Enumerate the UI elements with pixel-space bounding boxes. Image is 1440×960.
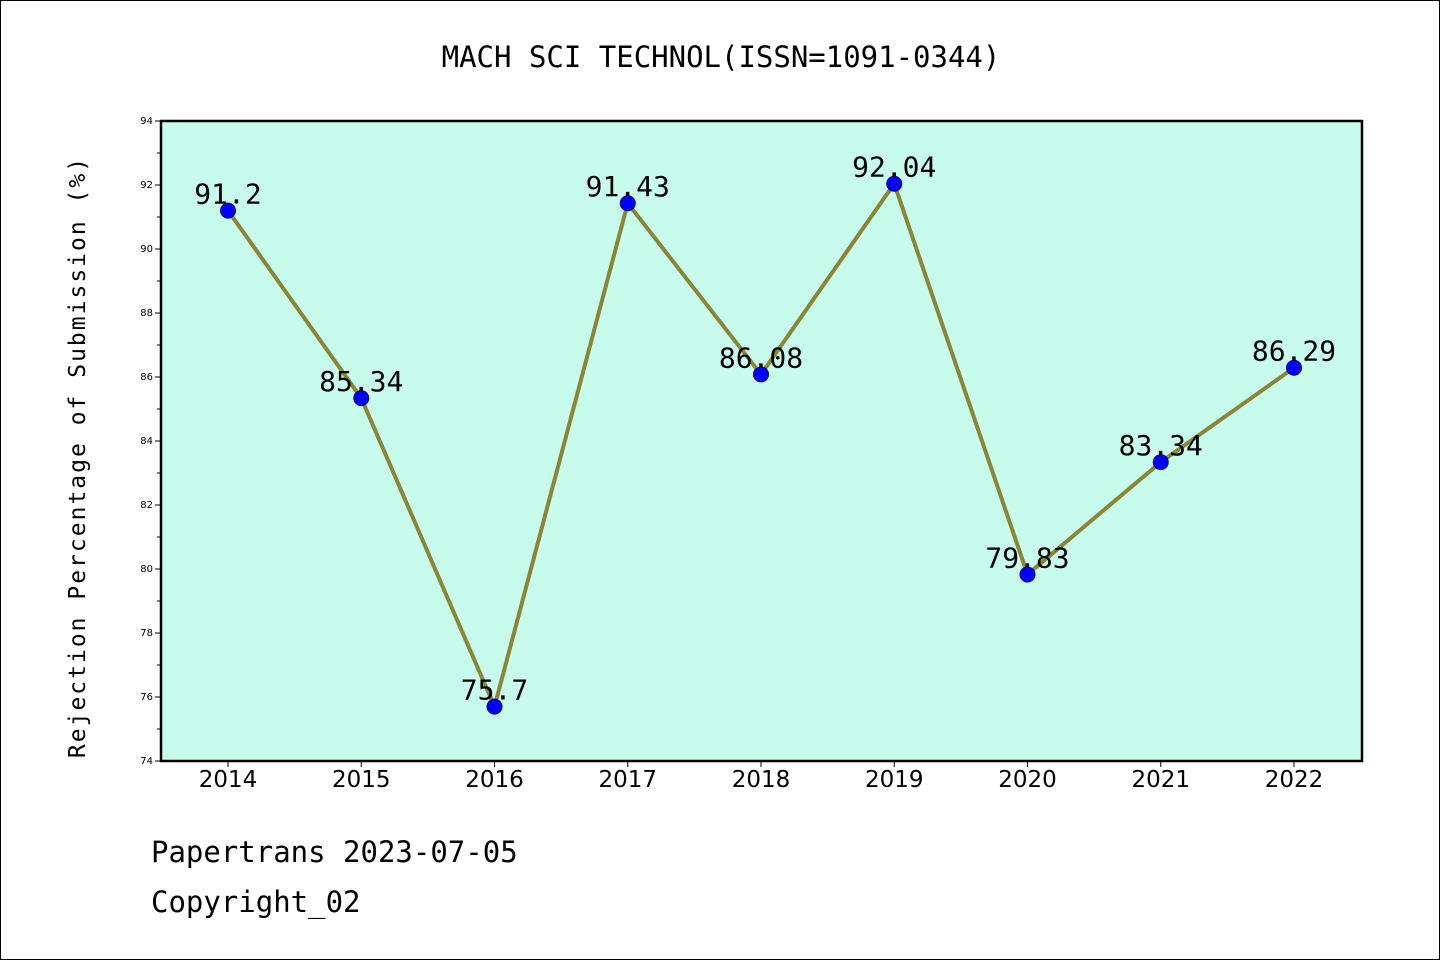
chart-title: MACH SCI TECHNOL(ISSN=1091-0344) bbox=[442, 40, 1001, 74]
x-tick-label: 2022 bbox=[1265, 767, 1324, 793]
source-date-text: Papertrans 2023-07-05 bbox=[151, 835, 518, 869]
copyright-text: Copyright_02 bbox=[151, 885, 361, 919]
y-tick-label: 74 bbox=[140, 756, 153, 767]
x-tick-label: 2017 bbox=[598, 767, 657, 793]
y-axis: 74 76 78 80 82 84 86 88 90 92 94 bbox=[140, 116, 161, 767]
data-label: 75.7 bbox=[461, 674, 528, 707]
data-label: 92.04 bbox=[852, 151, 936, 184]
y-tick-label: 94 bbox=[140, 116, 153, 127]
y-tick-label: 86 bbox=[140, 372, 153, 383]
y-tick-label: 88 bbox=[140, 308, 153, 319]
y-tick-label: 82 bbox=[140, 500, 153, 511]
y-tick-label: 84 bbox=[140, 436, 153, 447]
data-label: 91.43 bbox=[586, 170, 670, 203]
plot-area bbox=[161, 121, 1362, 761]
x-tick-label: 2015 bbox=[332, 767, 391, 793]
plot-border bbox=[159, 119, 1364, 763]
data-point bbox=[1019, 566, 1036, 583]
data-point bbox=[886, 175, 903, 192]
x-tick-label: 2018 bbox=[732, 767, 791, 793]
data-point bbox=[220, 202, 236, 219]
x-tick-label: 2021 bbox=[1131, 767, 1190, 793]
data-label: 86.08 bbox=[719, 341, 803, 374]
data-point bbox=[1152, 454, 1169, 471]
y-axis-label: Rejection Percentage of Submission (%) bbox=[65, 156, 91, 758]
data-point bbox=[753, 366, 769, 383]
y-tick-label: 80 bbox=[140, 564, 153, 575]
y-tick-label: 76 bbox=[140, 692, 153, 703]
data-label: 85.34 bbox=[319, 365, 403, 398]
x-tick-label: 2020 bbox=[998, 767, 1057, 793]
data-point bbox=[486, 698, 503, 715]
data-series: 91.2 85.34 75.7 91.43 86.08 92.04 79.83 83.34 86… bbox=[194, 151, 1336, 715]
x-tick-label: 2019 bbox=[865, 767, 924, 793]
data-label: 83.34 bbox=[1119, 429, 1203, 462]
x-tick-label: 2016 bbox=[465, 767, 524, 793]
data-point bbox=[353, 390, 370, 407]
data-point bbox=[1286, 359, 1302, 376]
data-point bbox=[619, 195, 636, 212]
y-tick-label: 90 bbox=[140, 244, 153, 255]
x-tick-label: 2014 bbox=[199, 767, 258, 793]
x-axis: 2014 2015 2016 2017 2018 2019 2020 2021 2022 bbox=[199, 761, 1324, 793]
data-label: 91.2 bbox=[194, 178, 261, 211]
y-tick-label: 78 bbox=[140, 628, 153, 639]
y-tick-label: 92 bbox=[140, 180, 153, 191]
data-label: 86.29 bbox=[1252, 335, 1336, 368]
data-label: 79.83 bbox=[985, 541, 1069, 574]
